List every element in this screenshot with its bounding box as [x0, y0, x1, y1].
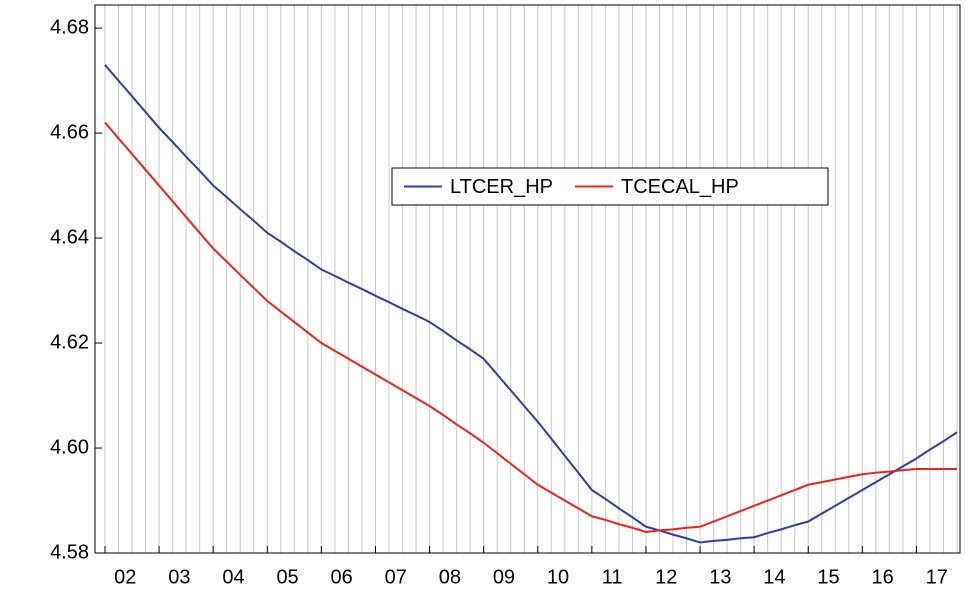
x-tick-label: 06: [331, 566, 353, 588]
x-tick-label: 08: [439, 566, 461, 588]
legend-label: TCECAL_HP: [621, 176, 739, 198]
series-line: [104, 121, 957, 534]
x-tick-label: 10: [547, 566, 569, 588]
x-tick-label: 04: [222, 566, 244, 588]
legend-label: LTCER_HP: [450, 176, 553, 198]
x-tick-label: 11: [602, 566, 623, 588]
x-tick-label: 13: [709, 566, 731, 588]
x-tick-label: 15: [817, 566, 839, 588]
y-tick-label: 4.64: [50, 226, 89, 248]
x-tick-label: 05: [276, 566, 298, 588]
x-tick-label: 07: [385, 566, 407, 588]
x-tick-label: 12: [655, 566, 677, 588]
y-tick-label: 4.58: [50, 541, 89, 563]
y-tick-label: 4.60: [50, 436, 89, 458]
plot-frame: [94, 4, 961, 554]
y-tick-label: 4.66: [50, 121, 89, 143]
x-tick-label: 16: [871, 566, 893, 588]
x-tick-label: 03: [168, 566, 190, 588]
series-line: [104, 64, 958, 544]
y-tick-label: 4.68: [50, 16, 89, 38]
x-tick-label: 02: [114, 566, 136, 588]
x-tick-label: 14: [763, 566, 785, 588]
x-tick-label: 17: [926, 566, 948, 588]
x-tick-label: 09: [493, 566, 515, 588]
y-tick-label: 4.62: [50, 331, 89, 353]
